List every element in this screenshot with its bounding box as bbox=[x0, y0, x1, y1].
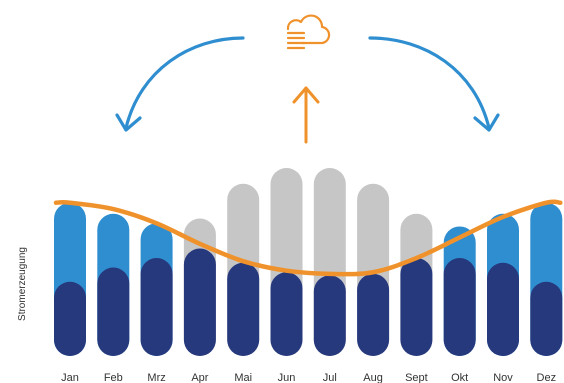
bar-base-mrz bbox=[141, 258, 173, 356]
production-curve bbox=[56, 202, 560, 274]
month-label-jun: Jun bbox=[278, 372, 296, 383]
month-label-jan: Jan bbox=[61, 372, 79, 383]
y-axis-label: Stromerzeugung bbox=[17, 247, 28, 321]
bars-group bbox=[54, 168, 562, 356]
bar-base-jan bbox=[54, 282, 86, 356]
bar-base-jun bbox=[271, 272, 303, 356]
month-label-sept: Sept bbox=[405, 372, 428, 383]
month-label-mai: Mai bbox=[234, 372, 252, 383]
bar-base-feb bbox=[97, 268, 129, 356]
month-labels: Jan Feb Mrz Apr Mai Jun Jul Aug Sept Okt Nov Dez bbox=[61, 372, 556, 383]
bar-base-dez bbox=[530, 282, 562, 356]
bar-base-nov bbox=[487, 263, 519, 356]
bar-base-okt bbox=[444, 258, 476, 356]
month-label-nov: Nov bbox=[493, 372, 513, 383]
month-label-aug: Aug bbox=[363, 372, 383, 383]
curved-arrow-right-icon bbox=[370, 38, 498, 130]
month-label-okt: Okt bbox=[451, 372, 468, 383]
bar-base-aug bbox=[357, 274, 389, 356]
bar-base-apr bbox=[184, 249, 216, 356]
month-label-mrz: Mrz bbox=[147, 372, 165, 383]
curved-arrow-left-icon bbox=[117, 38, 243, 130]
cloud-icon bbox=[288, 16, 329, 48]
month-label-apr: Apr bbox=[191, 372, 208, 383]
month-label-dez: Dez bbox=[537, 372, 557, 383]
up-arrow-icon bbox=[294, 88, 318, 142]
month-label-jul: Jul bbox=[323, 372, 337, 383]
bar-base-mai bbox=[227, 263, 259, 356]
bar-base-sept bbox=[400, 258, 432, 356]
month-label-feb: Feb bbox=[104, 372, 123, 383]
bar-base-jul bbox=[314, 275, 346, 356]
